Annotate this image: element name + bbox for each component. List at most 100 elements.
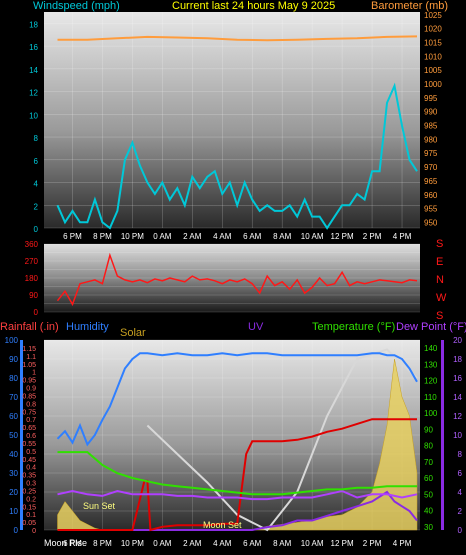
rainfall-tick-label: 0.7 — [26, 417, 36, 424]
temperature-axis: 30 40 50 60 70 80 90 100 110 120 130 140 — [424, 344, 438, 532]
barometer-tick-label: 980 — [424, 135, 438, 144]
windspeed-tick-label: 6 — [34, 157, 39, 166]
barometer-tick-label: 965 — [424, 177, 438, 186]
x-tick-label: 4 PM — [393, 232, 412, 241]
windspeed-tick-label: 14 — [29, 66, 38, 75]
barometer-tick-label: 955 — [424, 205, 438, 214]
uv-tick-label: 16 — [453, 374, 462, 383]
direction-tick-label: 270 — [25, 257, 39, 266]
x-tick-label: 10 PM — [121, 232, 144, 241]
solar-header-label: Solar — [120, 327, 146, 339]
windspeed-tick-label: 0 — [34, 225, 39, 234]
x-tick-label: 6 PM — [63, 232, 82, 241]
barometer-axis: 950 955 960 965 970 975 980 985 990 995 1000 1005 10… — [424, 11, 442, 228]
direction-gridlines — [44, 243, 420, 313]
temperature-tick-label: 70 — [424, 458, 433, 467]
uv-tick-label: 18 — [453, 355, 462, 364]
rainfall-tick-label: 0.55 — [22, 441, 36, 448]
temperature-tick-label: 140 — [424, 344, 438, 353]
rainfall-tick-label: 1.05 — [22, 362, 36, 369]
climate-x-axis: 6 PM 8 PM 10 PM 0 AM 2 AM 4 AM 6 AM 8 AM 10 AM 12… — [63, 539, 412, 548]
climate-gridlines — [44, 339, 420, 531]
humidity-tick-label: 0 — [14, 526, 19, 535]
humidity-tick-label: 80 — [9, 374, 18, 383]
windspeed-tick-label: 4 — [34, 180, 39, 189]
barometer-tick-label: 1010 — [424, 52, 442, 61]
barometer-tick-label: 985 — [424, 122, 438, 131]
x-tick-label: 2 PM — [363, 232, 382, 241]
uv-tick-label: 6 — [458, 469, 463, 478]
rainfall-tick-label: 0.1 — [26, 512, 36, 519]
chart-title: Current last 24 hours May 9 2025 — [172, 0, 335, 12]
temperature-tick-label: 110 — [424, 393, 437, 402]
uv-axis-bar — [441, 340, 444, 530]
rainfall-tick-label: 0.85 — [22, 393, 36, 400]
direction-tick-label: 90 — [29, 291, 38, 300]
uv-tick-label: 2 — [458, 507, 463, 516]
rainfall-tick-label: 0.4 — [26, 465, 36, 472]
uv-tick-label: 14 — [453, 393, 462, 402]
compass-label: E — [436, 256, 443, 268]
direction-tick-label: 360 — [25, 240, 39, 249]
x-tick-label: 0 AM — [153, 539, 172, 548]
rainfall-tick-label: 0.8 — [26, 401, 36, 408]
rainfall-tick-label: 0.75 — [22, 409, 36, 416]
barometer-tick-label: 975 — [424, 149, 438, 158]
rainfall-header-label: Rainfall (.in) — [0, 321, 59, 333]
uv-tick-label: 4 — [458, 488, 463, 497]
windspeed-x-axis: 6 PM 8 PM 10 PM 0 AM 2 AM 4 AM 6 AM 8 AM 10 AM 12… — [63, 232, 412, 241]
temperature-tick-label: 40 — [424, 507, 433, 516]
humidity-tick-label: 50 — [9, 431, 18, 440]
barometer-tick-label: 1025 — [424, 11, 442, 20]
humidity-tick-label: 90 — [9, 355, 18, 364]
temperature-tick-label: 50 — [424, 490, 433, 499]
windspeed-tick-label: 10 — [29, 111, 38, 120]
rainfall-tick-label: 0 — [32, 528, 36, 535]
humidity-tick-label: 70 — [9, 393, 18, 402]
rainfall-tick-label: 0.25 — [22, 488, 36, 495]
uv-series-line — [57, 490, 418, 531]
temperature-tick-label: 60 — [424, 474, 433, 483]
humidity-axis: 0 10 20 30 40 50 60 70 80 90 100 — [5, 336, 23, 535]
windspeed-series-line — [56, 82, 418, 230]
windspeed-header-label: Windspeed (mph) — [33, 0, 120, 12]
humidity-series-line — [56, 352, 418, 447]
x-tick-label: 4 AM — [213, 232, 232, 241]
x-tick-label: 12 PM — [331, 232, 354, 241]
x-tick-label: 2 AM — [183, 539, 202, 548]
rainfall-tick-label: 0.65 — [22, 425, 36, 432]
humidity-tick-label: 60 — [9, 412, 18, 421]
uv-tick-label: 12 — [453, 412, 462, 421]
rainfall-tick-label: 0.9 — [26, 386, 36, 393]
x-tick-label: 0 AM — [153, 232, 172, 241]
x-tick-label: 6 AM — [243, 539, 262, 548]
temperature-series-line — [57, 451, 417, 496]
rainfall-tick-label: 1.1 — [26, 354, 36, 361]
dewpoint-series-line — [57, 489, 418, 501]
temperature-tick-label: 120 — [424, 377, 438, 386]
windspeed-tick-label: 2 — [34, 202, 39, 211]
x-tick-label: 8 AM — [273, 539, 292, 548]
x-tick-label: 8 AM — [273, 232, 292, 241]
rainfall-tick-label: 0.3 — [26, 481, 36, 488]
uv-axis: 0 2 4 6 8 10 12 14 16 18 20 — [441, 336, 463, 535]
direction-tick-label: 0 — [34, 308, 39, 317]
windspeed-tick-label: 12 — [29, 89, 38, 98]
temperature-tick-label: 100 — [424, 409, 438, 418]
compass-label: N — [436, 274, 444, 286]
barometer-tick-label: 960 — [424, 191, 438, 200]
uv-tick-label: 0 — [458, 526, 463, 535]
humidity-header-label: Humidity — [66, 321, 109, 333]
barometer-tick-label: 1015 — [424, 38, 442, 47]
temperature-tick-label: 30 — [424, 523, 433, 532]
x-tick-label: 4 PM — [393, 539, 412, 548]
wind-direction-plot-area — [44, 244, 420, 312]
uv-tick-label: 8 — [458, 450, 463, 459]
windspeed-tick-label: 8 — [34, 134, 39, 143]
windspeed-tick-label: 16 — [29, 43, 38, 52]
x-tick-label: 4 AM — [213, 539, 232, 548]
humidity-tick-label: 10 — [9, 507, 18, 516]
rainfall-tick-label: 0.6 — [26, 433, 36, 440]
compass-label: S — [436, 238, 443, 250]
